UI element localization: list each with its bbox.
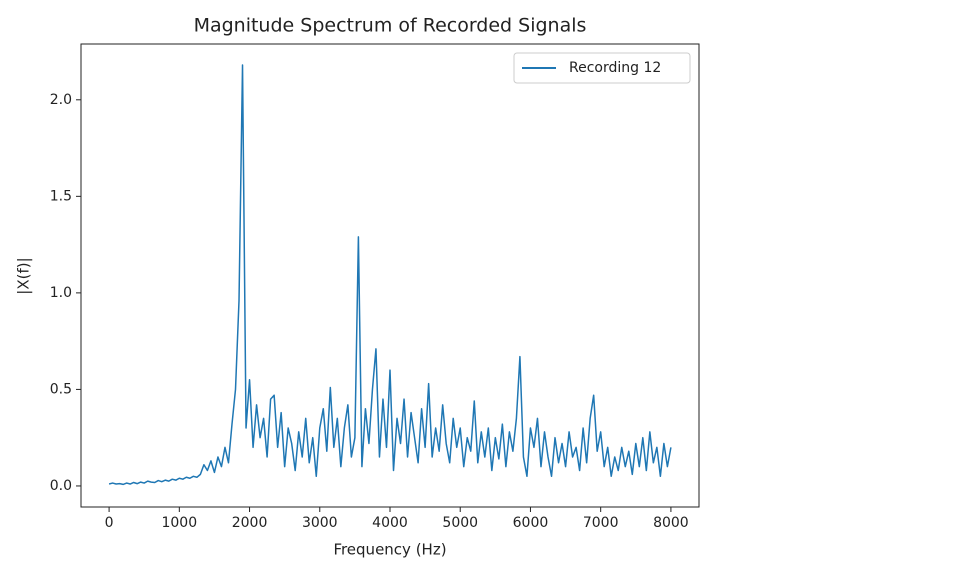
x-tick-label: 4000	[372, 515, 408, 531]
data-line	[108, 64, 672, 486]
legend-box	[513, 52, 691, 84]
y-tick-label: 1.0	[50, 285, 72, 301]
x-tick-label: 6000	[513, 515, 549, 531]
legend-label: Recording 12	[569, 60, 661, 76]
x-tick-label: 1000	[161, 515, 197, 531]
y-tick-label: 0.0	[50, 478, 72, 494]
plot-frame	[80, 43, 700, 508]
y-axis-label: |X(f)|	[15, 257, 33, 294]
x-tick-label: 7000	[583, 515, 619, 531]
x-tick-label: 0	[105, 515, 114, 531]
y-tick-label: 1.5	[50, 188, 72, 204]
y-tick-label: 2.0	[50, 92, 72, 108]
x-tick-label: 5000	[442, 515, 478, 531]
x-axis-label: Frequency (Hz)	[333, 541, 446, 559]
x-tick-label: 8000	[653, 515, 689, 531]
x-tick-label: 2000	[232, 515, 268, 531]
chart-title: Magnitude Spectrum of Recorded Signals	[194, 15, 587, 37]
y-tick-label: 0.5	[50, 381, 72, 397]
x-tick-label: 3000	[302, 515, 338, 531]
